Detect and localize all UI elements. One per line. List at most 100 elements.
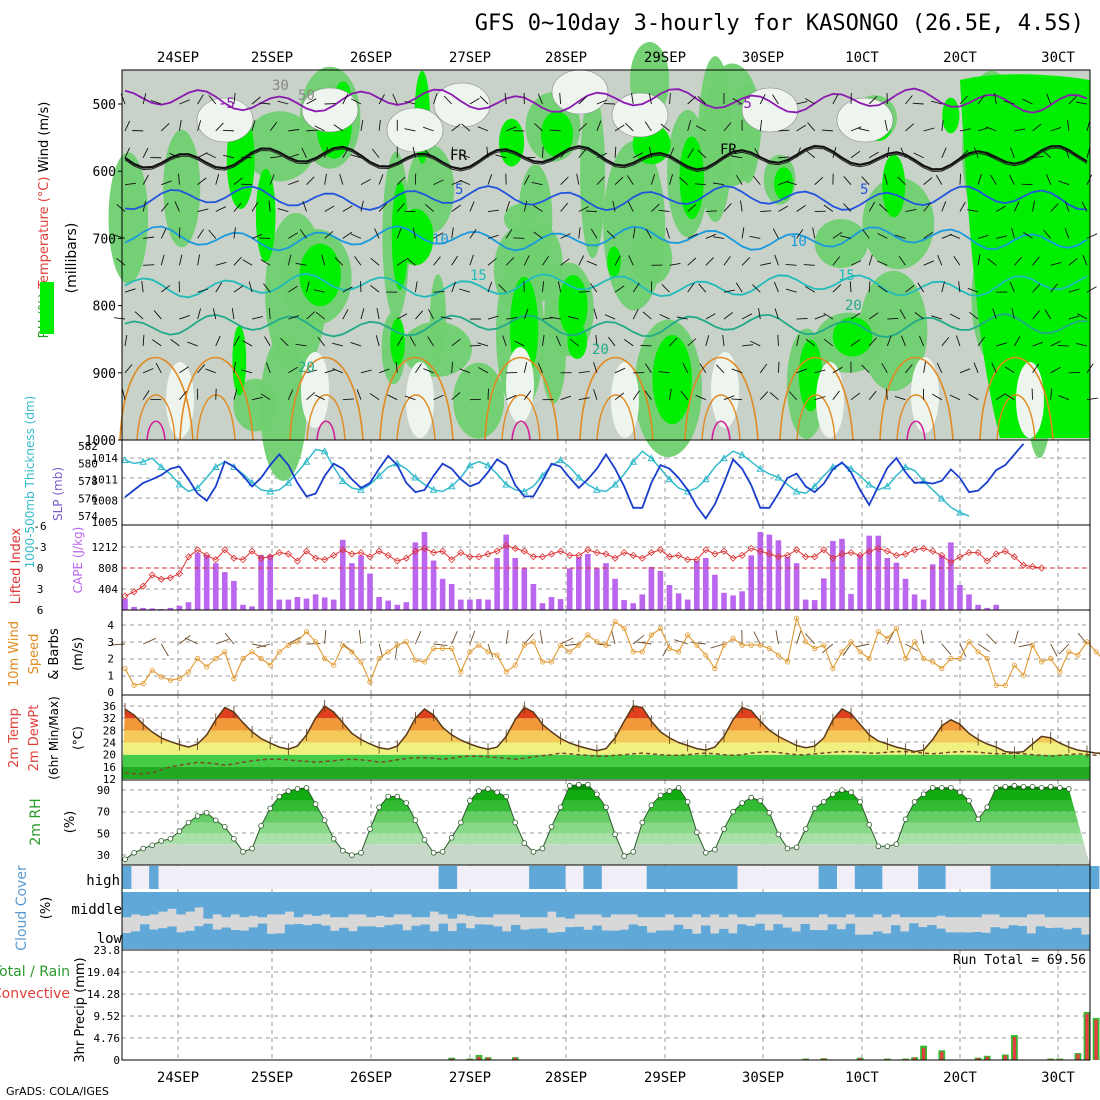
cloud-middle-bar — [999, 892, 1009, 918]
upper-wind-barb — [769, 392, 779, 401]
upper-wind-barb — [560, 176, 569, 185]
rh-point — [457, 819, 464, 826]
cape-bar — [358, 555, 364, 610]
rh-tick-label: 30 — [97, 849, 110, 862]
wind-speed-point — [294, 639, 300, 645]
upper-wind-barb — [778, 156, 790, 159]
upper-wind-barb — [124, 147, 131, 158]
cloud-low-bar — [637, 926, 648, 949]
wind-speed-point — [694, 642, 700, 648]
upper-wind-barb — [941, 201, 947, 212]
upper-wind-barb — [1086, 233, 1098, 239]
upper-wind-barb — [941, 119, 944, 131]
cloud-middle-bar — [465, 892, 476, 916]
cloud-middle-bar — [746, 892, 756, 918]
upper-wind-barb — [723, 122, 732, 132]
rh-point — [603, 804, 609, 811]
upper-wind-barb — [477, 126, 489, 132]
precip-frame — [121, 949, 1091, 1061]
upper-wind-barb — [897, 176, 906, 185]
precip-convective-label: Convective — [0, 986, 70, 1002]
cape-tick-label: 808 — [98, 562, 118, 575]
cloud-high-bar — [999, 866, 1009, 889]
cape-bar — [330, 599, 337, 610]
wind-speed-point — [185, 669, 192, 675]
rh-point — [140, 845, 147, 852]
upper-wind-barb — [923, 202, 931, 212]
rh-point — [185, 819, 192, 826]
temperature-contour — [124, 87, 1088, 114]
upper-wind-barb — [324, 230, 334, 239]
li-point — [566, 551, 574, 559]
upper-wind-barb — [752, 175, 761, 185]
upper-wind-barb — [669, 262, 681, 266]
upper-wind-barb — [1004, 366, 1015, 374]
upper-wind-barb — [578, 206, 589, 212]
surface-wind-barb — [842, 643, 852, 656]
upper-wind-barb — [1086, 286, 1097, 293]
upper-wind-barb — [134, 311, 144, 320]
upper-wind-barb — [179, 390, 187, 400]
rh-point — [712, 846, 718, 853]
upper-wind-barb — [477, 342, 489, 347]
rh-unit-label: (%) — [63, 811, 78, 834]
upper-wind-barb — [814, 314, 826, 320]
upper-wind-barb — [306, 369, 318, 374]
upper-wind-barb — [179, 314, 190, 320]
wind-speed-point — [1002, 682, 1008, 688]
upper-wind-barb — [886, 146, 890, 158]
surface-wind-barb — [1013, 630, 1019, 645]
temperature-tick-label: 16 — [103, 761, 116, 774]
surface-wind-barb — [611, 630, 616, 645]
upper-wind-barb — [578, 290, 590, 293]
upper-wind-barb — [433, 290, 445, 293]
thickness-point — [720, 454, 728, 462]
upper-wind-barb — [233, 285, 244, 293]
cloud-low-bar — [592, 925, 602, 949]
upper-wind-barb — [1032, 283, 1041, 293]
upper-wind-barb — [687, 282, 695, 293]
upper-wind-barb — [317, 336, 326, 347]
surface-wind-barb — [142, 637, 157, 645]
upper-wind-barb — [404, 128, 416, 132]
precip-tick-label: 4.76 — [94, 1032, 121, 1045]
cape-bar — [703, 558, 709, 610]
rh-point — [929, 784, 936, 791]
cloud-middle-bar — [402, 892, 412, 915]
cloud-axis-label: Cloud Cover — [14, 865, 30, 951]
upper-wind-barb — [533, 231, 543, 239]
cloud-high-bar — [664, 866, 675, 889]
upper-wind-barb — [428, 309, 434, 320]
bottom-date-label: 25SEP — [251, 1070, 293, 1086]
cloud-middle-bar — [492, 892, 503, 915]
wind-speed-point — [884, 635, 890, 642]
upper-wind-barb — [659, 313, 670, 320]
bottom-date-label: 10CT — [845, 1070, 879, 1086]
upper-wind-barb — [197, 152, 208, 159]
cloud-low-bar — [646, 932, 657, 949]
wind-speed-point — [512, 662, 518, 668]
top-date-label: 26SEP — [350, 50, 392, 66]
cloud-low-bar — [149, 929, 159, 949]
rh-band — [122, 822, 1090, 834]
li-point — [974, 549, 982, 557]
li-point — [647, 549, 655, 557]
upper-wind-barb — [334, 257, 344, 266]
rh-point — [412, 817, 419, 824]
upper-wind-barb — [295, 343, 307, 347]
cloud-middle-bar — [357, 892, 367, 915]
upper-wind-barb — [160, 122, 170, 132]
cloud-middle-bar — [701, 892, 711, 918]
li-point — [856, 551, 864, 559]
cloud-low-bar — [556, 932, 566, 949]
cloud-middle-bar — [502, 892, 512, 915]
rh-point — [884, 843, 891, 850]
li-point — [266, 553, 274, 561]
li-point — [774, 553, 782, 561]
thickness-point — [647, 454, 656, 462]
upper-wind-barb — [1067, 119, 1070, 131]
upper-wind-barb — [868, 390, 877, 400]
upper-wind-barb — [953, 255, 961, 266]
surface-wind-barb — [805, 633, 816, 645]
upper-wind-barb — [1032, 310, 1040, 320]
